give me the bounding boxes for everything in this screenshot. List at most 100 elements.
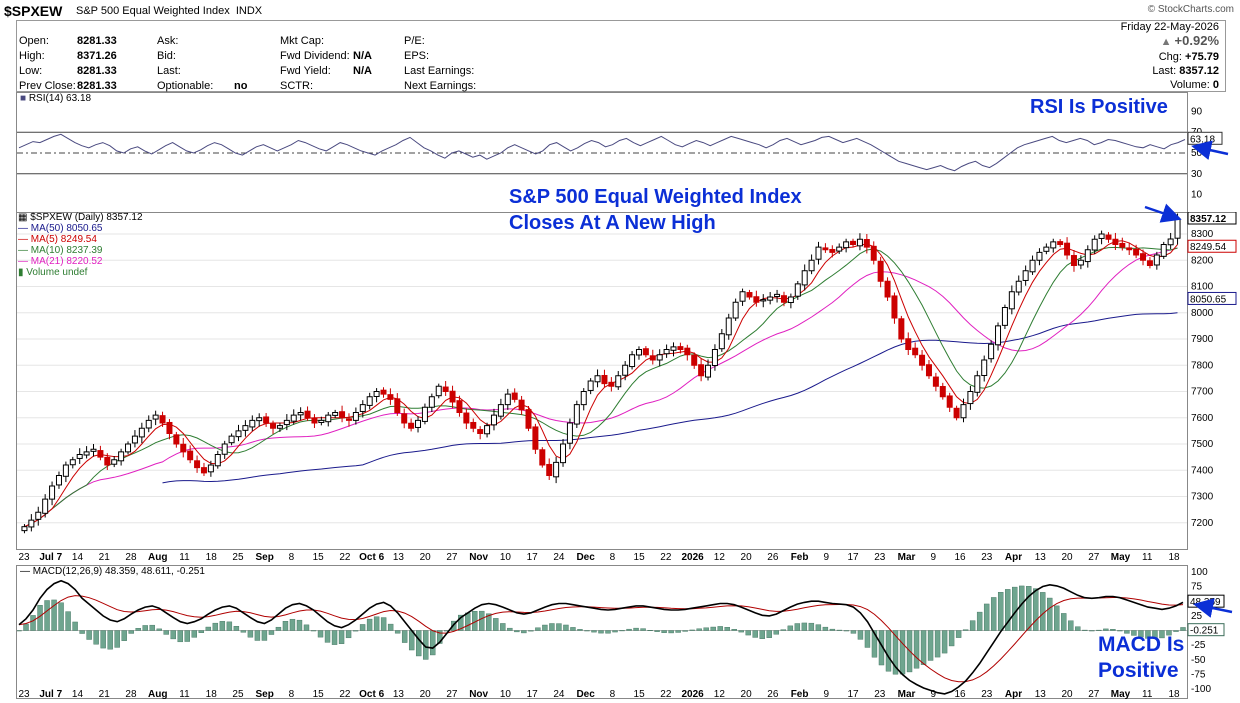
- candle-body: [104, 456, 111, 466]
- price-legend-main: ▦ $SPXEW (Daily) 8357.12: [18, 212, 143, 223]
- macd-histogram-bar: [135, 628, 141, 631]
- macd-histogram-bar: [226, 621, 233, 631]
- candle-body: [829, 248, 836, 253]
- ma50-last-label-box: [1187, 291, 1237, 305]
- macd-histogram-bar: [58, 602, 64, 631]
- info-col3-row-3: SCTR:: [280, 80, 313, 92]
- date-tick-label: Feb: [791, 552, 809, 563]
- macd-last-label: 48.359: [1190, 597, 1221, 608]
- date-tick-label: 9: [824, 689, 830, 700]
- date-tick-label: 28: [125, 552, 137, 563]
- info-value: no: [234, 80, 248, 92]
- macd-histogram-bar: [927, 630, 934, 661]
- candle-body: [739, 291, 746, 302]
- quote-date: Friday 22-May-2026: [1120, 21, 1219, 33]
- candle-body: [90, 448, 97, 452]
- candle-body: [373, 391, 380, 397]
- macd-histogram-bar: [941, 630, 948, 654]
- candle-body: [974, 375, 981, 393]
- date-tick-label: Nov: [469, 689, 488, 700]
- macd-histogram-bar: [1152, 630, 1158, 639]
- candle-body: [794, 283, 801, 297]
- index-name: S&P 500 Equal Weighted Index INDX: [76, 5, 263, 17]
- macd-histogram-bar: [808, 622, 815, 631]
- info-col1-row-3: Prev Close: 8281.33: [19, 80, 117, 92]
- macd-histogram-bar: [86, 630, 92, 640]
- macd-histogram-bar: [710, 626, 716, 631]
- macd-histogram-bar: [696, 628, 702, 631]
- chart-title-bar: $SPXEW S&P 500 Equal Weighted Index INDX…: [0, 0, 1240, 22]
- macd-histogram-bar: [675, 630, 681, 633]
- candle-body: [1160, 244, 1167, 257]
- rsi-y-axis: 907050301063.18: [1187, 106, 1223, 201]
- candle-body: [622, 364, 629, 376]
- macd-histogram-bar: [93, 630, 99, 645]
- date-tick-label: 20: [1061, 552, 1073, 563]
- macd-histogram-bar: [1012, 586, 1018, 631]
- candle-body: [822, 247, 829, 251]
- macd-histogram-bar: [128, 630, 134, 634]
- price-last-label-box: [1187, 212, 1237, 225]
- candle-body: [1084, 249, 1091, 263]
- macd-histogram-bar: [352, 630, 359, 632]
- macd-histogram-bar: [647, 630, 653, 631]
- info-col4-row-3: Next Earnings:: [404, 80, 476, 92]
- date-axis-macd: 23 Jul 7 14 21 28 Aug 11 18 25 Sep 8 15 22 Oct 6 13 20 2…: [18, 689, 1180, 700]
- date-tick-label: 15: [313, 552, 325, 563]
- macd-histogram-bar: [310, 630, 317, 632]
- macd-histogram-bar: [794, 623, 801, 631]
- candle-body: [877, 260, 884, 282]
- macd-histogram-bar: [633, 627, 639, 631]
- candle-body: [145, 419, 152, 429]
- candle-body: [1167, 238, 1174, 246]
- candle-body: [808, 259, 815, 272]
- candle-body: [345, 418, 352, 421]
- candle-body: [1029, 259, 1036, 273]
- macd-histogram-bar: [591, 630, 597, 633]
- candle-body: [649, 355, 656, 361]
- macd-histogram-bar: [605, 630, 611, 634]
- macd-histogram-bar: [843, 630, 850, 632]
- macd-histogram-bar: [787, 625, 794, 631]
- date-tick-label: 25: [232, 552, 244, 563]
- candle-body: [539, 449, 546, 466]
- macd-histogram-bar: [373, 616, 380, 631]
- candle-body: [504, 393, 511, 406]
- candle-body: [497, 404, 504, 417]
- candle-body: [884, 280, 891, 298]
- macd-histogram-bar: [282, 621, 289, 631]
- date-tick-label: 11: [179, 552, 190, 563]
- date-tick-label: 23: [18, 689, 30, 700]
- info-value: 8371.26: [77, 50, 117, 62]
- candle-body: [76, 454, 83, 459]
- macd-histogram-bar: [689, 629, 695, 631]
- candle-body: [304, 410, 311, 419]
- macd-histogram-bar: [1159, 630, 1165, 639]
- price-tick-label: 8200: [1191, 255, 1214, 266]
- candle-body: [725, 317, 732, 336]
- macd-histogram-bar: [177, 630, 183, 643]
- macd-histogram-bar: [864, 630, 871, 648]
- pct-change: ▲ +0.92%: [1160, 33, 1219, 48]
- candle-body: [311, 417, 318, 424]
- price-legend: ▦ $SPXEW (Daily) 8357.12 — MA(50) 8050.6…: [18, 212, 143, 278]
- candle-body: [642, 348, 649, 356]
- candle-body: [1050, 241, 1057, 249]
- date-tick-label: 11: [1142, 689, 1153, 700]
- candle-body: [442, 386, 449, 393]
- candle-body: [263, 416, 270, 424]
- macd-histogram-bar: [549, 623, 555, 631]
- macd-histogram-bar: [626, 628, 632, 631]
- macd-histogram-bar: [458, 614, 464, 631]
- candle-body: [256, 417, 263, 422]
- candle-body: [960, 404, 967, 419]
- candle-body: [1146, 260, 1153, 267]
- macd-histogram-bar: [121, 630, 127, 641]
- macd-histogram-bar: [156, 628, 162, 631]
- macd-histogram-bar: [1068, 620, 1074, 631]
- candle-body: [366, 396, 373, 406]
- macd-histogram-bar: [261, 630, 268, 641]
- candle-body: [1057, 241, 1064, 245]
- date-tick-label: 22: [339, 552, 351, 563]
- date-tick-label: 21: [99, 689, 111, 700]
